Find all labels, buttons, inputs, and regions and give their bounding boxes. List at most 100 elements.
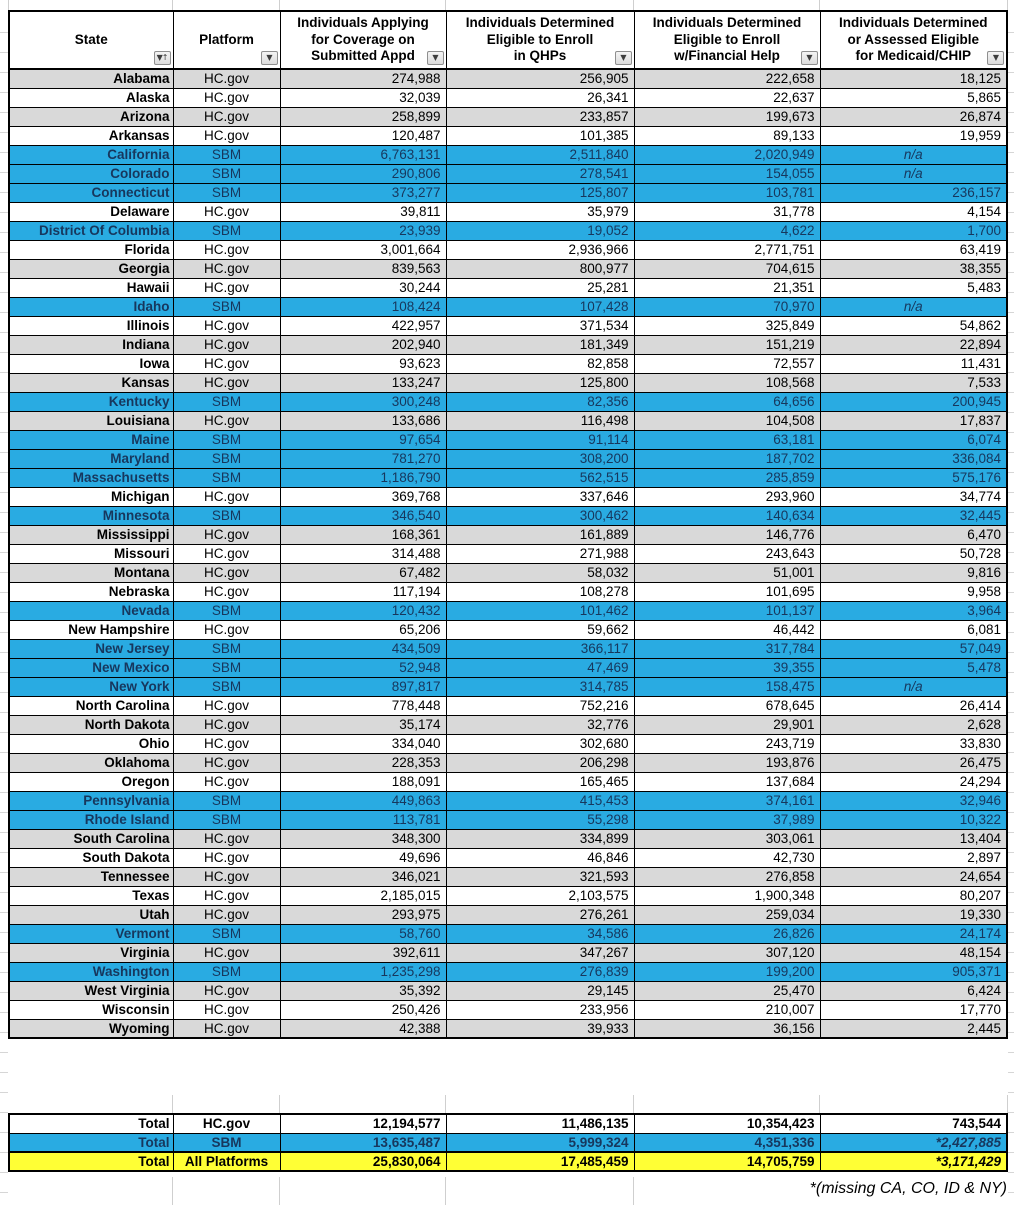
cell-applying[interactable]: 188,091 [279, 771, 447, 792]
cell-qhp[interactable]: 39,933 [445, 1018, 635, 1039]
cell-applying[interactable]: 35,392 [279, 980, 447, 1001]
cell-financial[interactable]: 4,351,336 [633, 1132, 821, 1153]
cell-state[interactable]: West Virginia [8, 980, 174, 1001]
cell-medicaid[interactable]: 17,837 [819, 410, 1008, 431]
cell-financial[interactable]: 259,034 [633, 904, 821, 925]
cell-financial[interactable]: 89,133 [633, 125, 821, 146]
cell-state[interactable]: Iowa [8, 353, 174, 374]
cell-applying[interactable]: 1,186,790 [279, 467, 447, 488]
cell-qhp[interactable]: 161,889 [445, 524, 635, 545]
cell-qhp[interactable]: 29,145 [445, 980, 635, 1001]
cell-medicaid[interactable]: 38,355 [819, 258, 1008, 279]
cell-platform[interactable]: HC.gov [172, 201, 281, 222]
cell-financial[interactable]: 137,684 [633, 771, 821, 792]
cell-financial[interactable]: 29,901 [633, 714, 821, 735]
cell-applying[interactable]: 25,830,064 [279, 1151, 447, 1172]
cell-applying[interactable]: 293,975 [279, 904, 447, 925]
cell-financial[interactable]: 210,007 [633, 999, 821, 1020]
cell-qhp[interactable]: 271,988 [445, 543, 635, 564]
cell-qhp[interactable]: 334,899 [445, 828, 635, 849]
cell-medicaid[interactable]: 57,049 [819, 638, 1008, 659]
cell-platform[interactable]: HC.gov [172, 1113, 281, 1134]
cell-applying[interactable]: 12,194,577 [279, 1113, 447, 1134]
cell-platform[interactable]: HC.gov [172, 410, 281, 431]
cell-applying[interactable]: 2,185,015 [279, 885, 447, 906]
cell-qhp[interactable]: 276,261 [445, 904, 635, 925]
cell-medicaid[interactable]: 26,475 [819, 752, 1008, 773]
cell-state[interactable]: Hawaii [8, 277, 174, 298]
cell-platform[interactable]: HC.gov [172, 334, 281, 355]
cell-state[interactable]: New Hampshire [8, 619, 174, 640]
cell-financial[interactable]: 104,508 [633, 410, 821, 431]
cell-applying[interactable]: 133,247 [279, 372, 447, 393]
cell-qhp[interactable]: 321,593 [445, 866, 635, 887]
cell-state[interactable]: District Of Columbia [8, 220, 174, 241]
cell-applying[interactable]: 258,899 [279, 106, 447, 127]
cell-qhp[interactable]: 32,776 [445, 714, 635, 735]
cell-platform[interactable]: SBM [172, 600, 281, 621]
cell-financial[interactable]: 70,970 [633, 296, 821, 317]
cell-state[interactable]: Texas [8, 885, 174, 906]
cell-platform[interactable]: SBM [172, 961, 281, 982]
cell-applying[interactable]: 108,424 [279, 296, 447, 317]
cell-applying[interactable]: 32,039 [279, 87, 447, 108]
cell-state[interactable]: Mississippi [8, 524, 174, 545]
cell-qhp[interactable]: 302,680 [445, 733, 635, 754]
cell-applying[interactable]: 897,817 [279, 676, 447, 697]
cell-qhp[interactable]: 347,267 [445, 942, 635, 963]
cell-platform[interactable]: SBM [172, 809, 281, 830]
cell-financial[interactable]: 36,156 [633, 1018, 821, 1039]
cell-applying[interactable]: 30,244 [279, 277, 447, 298]
cell-platform[interactable]: HC.gov [172, 1018, 281, 1039]
cell-medicaid[interactable]: 575,176 [819, 467, 1008, 488]
cell-applying[interactable]: 228,353 [279, 752, 447, 773]
cell-financial[interactable]: 51,001 [633, 562, 821, 583]
cell-medicaid[interactable]: 32,946 [819, 790, 1008, 811]
cell-qhp[interactable]: 25,281 [445, 277, 635, 298]
cell-applying[interactable]: 839,563 [279, 258, 447, 279]
cell-platform[interactable]: SBM [172, 448, 281, 469]
cell-medicaid[interactable]: 9,958 [819, 581, 1008, 602]
cell-state[interactable]: Washington [8, 961, 174, 982]
cell-financial[interactable]: 222,658 [633, 68, 821, 89]
cell-financial[interactable]: 678,645 [633, 695, 821, 716]
cell-medicaid[interactable]: 5,865 [819, 87, 1008, 108]
cell-state[interactable]: Kansas [8, 372, 174, 393]
cell-financial[interactable]: 243,643 [633, 543, 821, 564]
cell-state[interactable]: Alaska [8, 87, 174, 108]
cell-state[interactable]: North Carolina [8, 695, 174, 716]
cell-state[interactable]: Nebraska [8, 581, 174, 602]
cell-state[interactable]: Wyoming [8, 1018, 174, 1039]
cell-qhp[interactable]: 46,846 [445, 847, 635, 868]
cell-state[interactable]: Kentucky [8, 391, 174, 412]
cell-medicaid[interactable]: 2,897 [819, 847, 1008, 868]
cell-state[interactable]: Nevada [8, 600, 174, 621]
cell-applying[interactable]: 274,988 [279, 68, 447, 89]
cell-qhp[interactable]: 366,117 [445, 638, 635, 659]
cell-applying[interactable]: 93,623 [279, 353, 447, 374]
cell-state[interactable]: Massachusetts [8, 467, 174, 488]
cell-medicaid[interactable]: 905,371 [819, 961, 1008, 982]
column-header-qhp[interactable]: Individuals Determined Eligible to Enrol… [445, 10, 635, 70]
cell-state[interactable]: Georgia [8, 258, 174, 279]
cell-platform[interactable]: SBM [172, 144, 281, 165]
cell-state[interactable]: Pennsylvania [8, 790, 174, 811]
cell-state[interactable]: Montana [8, 562, 174, 583]
cell-platform[interactable]: HC.gov [172, 771, 281, 792]
cell-applying[interactable]: 290,806 [279, 163, 447, 184]
cell-financial[interactable]: 21,351 [633, 277, 821, 298]
cell-qhp[interactable]: 415,453 [445, 790, 635, 811]
cell-applying[interactable]: 42,388 [279, 1018, 447, 1039]
cell-financial[interactable]: 10,354,423 [633, 1113, 821, 1134]
filter-sort-ascending-icon[interactable]: ▼↑ [153, 51, 171, 65]
cell-qhp[interactable]: 82,356 [445, 391, 635, 412]
cell-qhp[interactable]: 101,385 [445, 125, 635, 146]
cell-applying[interactable]: 113,781 [279, 809, 447, 830]
cell-medicaid[interactable]: 6,424 [819, 980, 1008, 1001]
cell-applying[interactable]: 133,686 [279, 410, 447, 431]
cell-qhp[interactable]: 2,103,575 [445, 885, 635, 906]
cell-platform[interactable]: SBM [172, 790, 281, 811]
cell-platform[interactable]: HC.gov [172, 486, 281, 507]
cell-platform[interactable]: HC.gov [172, 543, 281, 564]
cell-platform[interactable]: HC.gov [172, 581, 281, 602]
